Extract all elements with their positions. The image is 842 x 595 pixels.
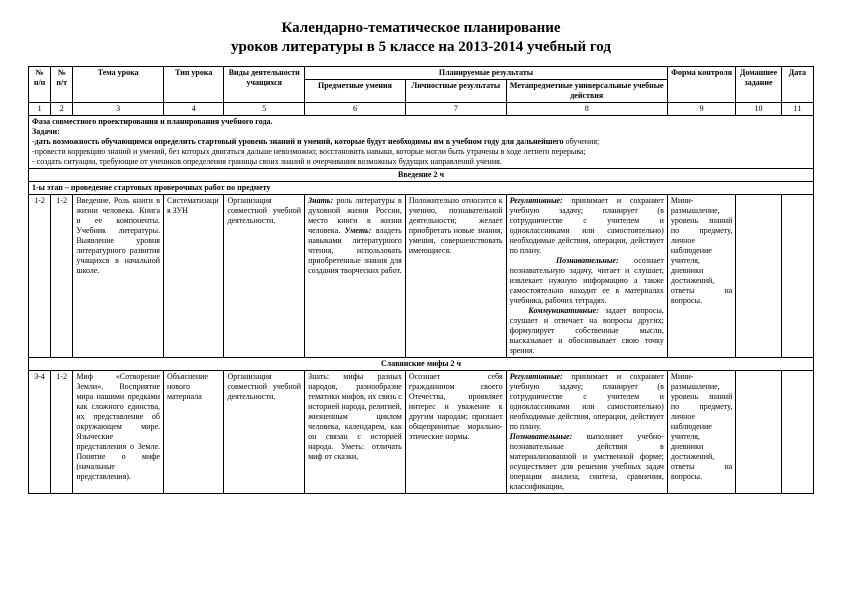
- section-intro-row: Введение 2 ч: [29, 169, 814, 182]
- know-label: Знать:: [308, 196, 333, 205]
- section-myths-row: Славянские мифы 2 ч: [29, 358, 814, 371]
- col-header-homework: Домашнее задание: [736, 67, 781, 103]
- colnum-3: 3: [73, 103, 164, 116]
- colnum-7: 7: [405, 103, 506, 116]
- meta-k-label: Коммуникативные:: [528, 306, 599, 315]
- colnum-6: 6: [305, 103, 406, 116]
- colnum-5: 5: [224, 103, 305, 116]
- cell-control: Мини-размышление, уровень знаний по пред…: [667, 371, 736, 494]
- meta-r-label: Регулятивные:: [510, 196, 563, 205]
- cell-control: Мини-размышление, уровень знаний по пред…: [667, 195, 736, 358]
- can-label: Уметь:: [345, 226, 372, 235]
- cell-homework: [736, 371, 781, 494]
- cell-type: Систематизация ЗУН: [164, 195, 224, 358]
- page-title-1: Календарно-тематическое планирование: [28, 20, 814, 37]
- section-intro: Введение 2 ч: [29, 169, 814, 182]
- planning-table: № п/п № п/т Тема урока Тип урока Виды де…: [28, 66, 814, 494]
- colnum-11: 11: [781, 103, 813, 116]
- cell-subject: Знать: мифы разных народов, разнообразие…: [305, 371, 406, 494]
- cell-num1: 1-2: [29, 195, 51, 358]
- cell-meta: Регулятивные: принимает и сохраняет учеб…: [506, 371, 667, 494]
- colnum-4: 4: [164, 103, 224, 116]
- colnum-1: 1: [29, 103, 51, 116]
- phase-row: Фаза совместного проектирования и планир…: [29, 116, 814, 169]
- col-header-date: Дата: [781, 67, 813, 103]
- task-2: -провести коррекцию знаний и умений, без…: [32, 147, 586, 156]
- cell-topic: Миф «Сотворение Земли». Восприятие мира …: [73, 371, 164, 494]
- colnum-9: 9: [667, 103, 736, 116]
- cell-date: [781, 371, 813, 494]
- col-header-personal: Личностные результаты: [405, 80, 506, 103]
- col-header-type: Тип урока: [164, 67, 224, 103]
- meta-p-label: Познавательные:: [556, 256, 619, 265]
- table-row: 1-2 1-2 Введение. Роль книги в жизни чел…: [29, 195, 814, 358]
- col-header-subject: Предметные умения: [305, 80, 406, 103]
- col-header-num2: № п/т: [51, 67, 73, 103]
- task-1-tail: обучения;: [563, 137, 599, 146]
- task-3: - создать ситуации, требующие от ученико…: [32, 157, 502, 166]
- header-row-1: № п/п № п/т Тема урока Тип урока Виды де…: [29, 67, 814, 80]
- stage-1: 1-ы этап – проведение стартовых провероч…: [29, 182, 814, 195]
- stage-1-row: 1-ы этап – проведение стартовых провероч…: [29, 182, 814, 195]
- cell-type: Объяснение нового материала: [164, 371, 224, 494]
- cell-topic: Введение. Роль книги в жизни человека. К…: [73, 195, 164, 358]
- cell-personal: Осознает себя гражданином своего Отечест…: [405, 371, 506, 494]
- cell-activity: Организация совместной учебной деятельно…: [224, 371, 305, 494]
- page-title-2: уроков литературы в 5 классе на 2013-201…: [28, 39, 814, 56]
- phase-cell: Фаза совместного проектирования и планир…: [29, 116, 814, 169]
- tasks-label: Задачи:: [32, 127, 60, 136]
- col-header-results-group: Планируемые результаты: [305, 67, 668, 80]
- cell-num2: 1-2: [51, 371, 73, 494]
- phase-title: Фаза совместного проектирования и планир…: [32, 117, 273, 126]
- cell-num2: 1-2: [51, 195, 73, 358]
- table-row: 3-4 1-2 Миф «Сотворение Земли». Восприят…: [29, 371, 814, 494]
- cell-homework: [736, 195, 781, 358]
- column-number-row: 1 2 3 4 5 6 7 8 9 10 11: [29, 103, 814, 116]
- cell-meta: Регулятивные: принимает и сохраняет учеб…: [506, 195, 667, 358]
- colnum-8: 8: [506, 103, 667, 116]
- col-header-control: Форма контроля: [667, 67, 736, 103]
- colnum-10: 10: [736, 103, 781, 116]
- col-header-num1: № п/п: [29, 67, 51, 103]
- colnum-2: 2: [51, 103, 73, 116]
- col-header-activity: Виды деятельности учащихся: [224, 67, 305, 103]
- cell-activity: Организация совместной учебной деятельно…: [224, 195, 305, 358]
- cell-num1: 3-4: [29, 371, 51, 494]
- col-header-topic: Тема урока: [73, 67, 164, 103]
- meta-r-label: Регулятивные:: [510, 372, 563, 381]
- cell-date: [781, 195, 813, 358]
- section-myths: Славянские мифы 2 ч: [29, 358, 814, 371]
- cell-subject: Знать: роль литературы в духовной жизни …: [305, 195, 406, 358]
- col-header-meta: Метапредметные универсальные учебные дей…: [506, 80, 667, 103]
- cell-personal: Положительно относится к учению, познава…: [405, 195, 506, 358]
- meta-p-label: Познавательные:: [510, 432, 573, 441]
- task-1-bold: -дать возможность обучающимся определить…: [32, 137, 563, 146]
